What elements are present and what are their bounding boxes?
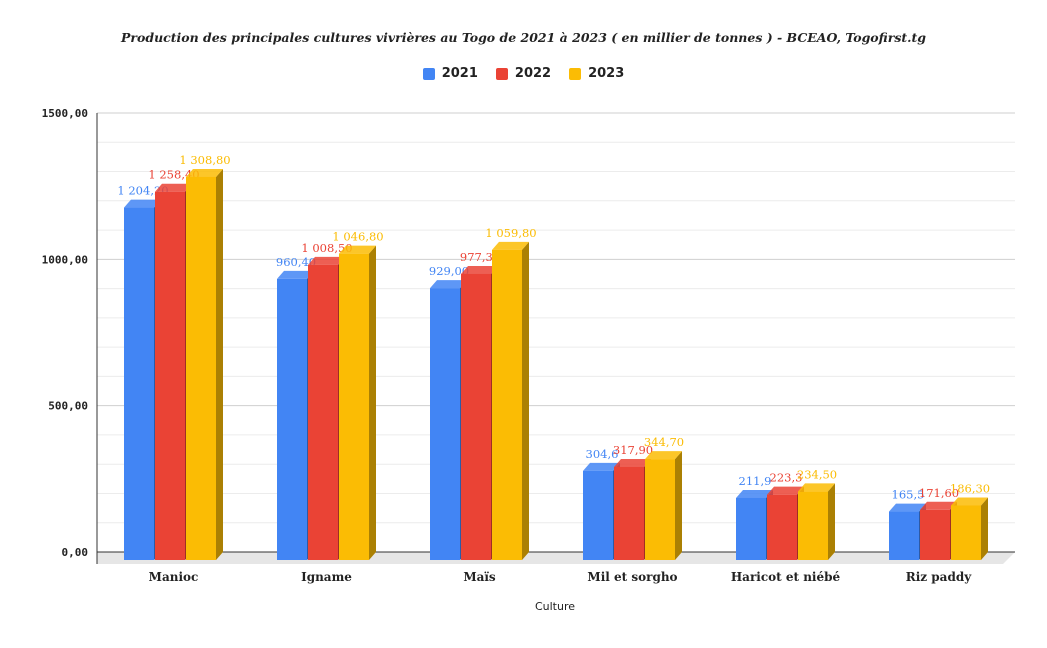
data-label: 317,90 xyxy=(613,443,653,457)
bar-top xyxy=(645,451,682,460)
bar-side xyxy=(828,483,835,560)
bar xyxy=(492,249,522,561)
bar xyxy=(583,470,613,560)
bar-top xyxy=(461,265,498,274)
bar xyxy=(951,505,981,560)
data-label: 1 059,80 xyxy=(485,226,536,240)
bar xyxy=(798,491,828,560)
bar-side xyxy=(675,451,682,560)
bar-top xyxy=(767,486,804,495)
bar-top xyxy=(736,489,773,498)
legend-item-2023[interactable]: 2023 xyxy=(569,66,624,81)
bar xyxy=(124,207,154,560)
data-label: 1 308,80 xyxy=(179,153,230,167)
bar-side xyxy=(981,497,988,560)
legend-label-2022: 2022 xyxy=(514,66,552,81)
x-tick-label: Manioc xyxy=(149,570,199,584)
y-tick-label: 500,00 xyxy=(48,400,88,413)
y-tick-label: 0,00 xyxy=(62,546,89,559)
bar-top xyxy=(583,462,620,471)
bar xyxy=(186,176,216,560)
bar xyxy=(767,494,797,560)
bar-top xyxy=(186,168,223,177)
bar-top xyxy=(798,483,835,492)
data-label: 344,70 xyxy=(644,435,684,449)
bar-top xyxy=(430,280,467,289)
legend-label-2023: 2023 xyxy=(588,66,625,81)
bar xyxy=(430,288,460,560)
bar-top xyxy=(920,501,957,510)
bar xyxy=(889,511,919,560)
data-label: 929,00 xyxy=(429,264,469,278)
x-tick-label: Maïs xyxy=(463,570,496,584)
x-tick-label: Igname xyxy=(301,570,352,584)
legend: 2021 2022 2023 xyxy=(0,66,1047,81)
legend-item-2022[interactable]: 2022 xyxy=(495,66,552,81)
bar-top xyxy=(492,241,529,250)
data-label: 1 008,50 xyxy=(301,241,352,255)
chart-title: Production des principales cultures vivr… xyxy=(121,30,926,45)
bar-top xyxy=(277,270,314,279)
bar-side xyxy=(216,168,223,560)
bar-top xyxy=(124,199,161,208)
data-label: 234,50 xyxy=(797,467,837,481)
x-axis-title: Culture xyxy=(534,600,576,613)
legend-swatch-2023 xyxy=(569,67,582,80)
bar-top xyxy=(308,256,345,265)
data-label: 977,30 xyxy=(460,250,500,264)
bar xyxy=(339,253,369,560)
bar-side xyxy=(369,245,376,560)
bar xyxy=(736,497,766,560)
bar-side xyxy=(522,241,529,561)
bar xyxy=(461,273,491,560)
bar-top xyxy=(339,245,376,254)
bar xyxy=(155,191,185,561)
x-tick-label: Mil et sorgho xyxy=(587,570,677,584)
bar xyxy=(614,466,644,560)
bar xyxy=(645,459,675,560)
bar-top xyxy=(155,183,192,192)
data-label: 171,60 xyxy=(919,486,959,500)
data-label: 186,30 xyxy=(950,481,990,495)
data-label: 960,40 xyxy=(276,255,316,269)
y-tick-label: 1000,00 xyxy=(42,253,88,266)
bar-top xyxy=(614,458,651,467)
legend-item-2021[interactable]: 2021 xyxy=(422,66,478,81)
y-tick-label: 1500,00 xyxy=(42,107,88,120)
bar-top xyxy=(951,497,988,506)
legend-swatch-2022 xyxy=(495,67,508,80)
data-label: 165,5 xyxy=(892,488,925,502)
bar xyxy=(308,264,338,560)
legend-swatch-2021 xyxy=(422,67,435,80)
bar xyxy=(277,278,307,560)
data-label: 304,6 xyxy=(586,447,619,461)
chart-floor xyxy=(97,552,1015,564)
x-tick-label: Haricot et niébé xyxy=(731,570,841,584)
data-label: 1 046,80 xyxy=(332,230,383,244)
data-label: 223,3 xyxy=(770,471,803,485)
data-label: 211,9 xyxy=(739,474,772,488)
bar xyxy=(920,509,950,560)
x-tick-label: Riz paddy xyxy=(906,570,972,584)
bar-top xyxy=(889,503,926,512)
legend-label-2021: 2021 xyxy=(441,66,478,81)
